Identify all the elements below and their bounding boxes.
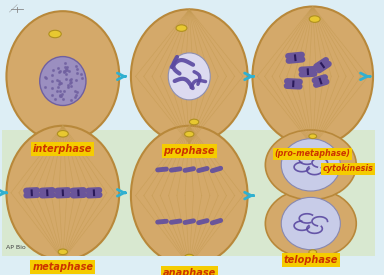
Text: AP Bio: AP Bio xyxy=(7,245,26,250)
Ellipse shape xyxy=(265,189,356,258)
Ellipse shape xyxy=(40,57,86,106)
Ellipse shape xyxy=(185,254,194,260)
Text: metaphase: metaphase xyxy=(32,262,93,272)
Ellipse shape xyxy=(309,16,320,22)
Ellipse shape xyxy=(252,7,373,146)
Ellipse shape xyxy=(131,126,248,265)
Text: interphase: interphase xyxy=(33,144,93,154)
Text: prophase: prophase xyxy=(164,146,215,156)
Ellipse shape xyxy=(185,131,194,137)
Text: (pro-metaphase): (pro-metaphase) xyxy=(275,149,351,158)
Ellipse shape xyxy=(58,249,68,255)
Ellipse shape xyxy=(176,25,187,31)
Ellipse shape xyxy=(281,139,340,191)
Text: cytokinesis: cytokinesis xyxy=(323,164,373,173)
Ellipse shape xyxy=(189,119,199,125)
Ellipse shape xyxy=(57,131,68,137)
Ellipse shape xyxy=(131,9,248,144)
Ellipse shape xyxy=(281,197,340,250)
Ellipse shape xyxy=(265,130,356,200)
Ellipse shape xyxy=(168,53,210,100)
Bar xyxy=(2,130,375,256)
Bar xyxy=(2,0,375,130)
Text: anaphase: anaphase xyxy=(163,268,216,275)
Ellipse shape xyxy=(7,126,119,260)
Ellipse shape xyxy=(309,250,317,254)
Ellipse shape xyxy=(7,11,119,142)
Ellipse shape xyxy=(49,30,61,38)
Ellipse shape xyxy=(309,134,317,139)
Text: telophase: telophase xyxy=(284,255,338,265)
